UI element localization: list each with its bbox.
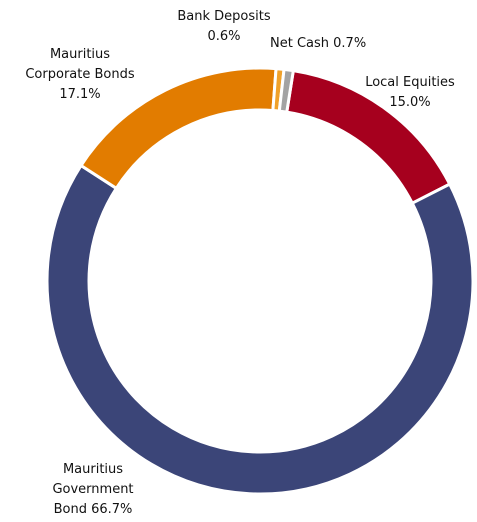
value-label: 15.0% xyxy=(389,95,431,110)
category-name: Mauritius Government Bond xyxy=(52,462,134,517)
value-label: 0.6% xyxy=(207,29,241,44)
slice-label: Bank Deposits 0.6% xyxy=(164,7,284,47)
category-name: Local Equities xyxy=(365,75,455,90)
slice-label: Net Cash 0.7% xyxy=(270,34,400,54)
value-label: 17.1% xyxy=(59,87,101,102)
value-label: 66.7% xyxy=(91,502,133,517)
slice-label: Mauritius Government Bond 66.7% xyxy=(45,460,141,520)
donut-segment xyxy=(45,163,475,496)
category-name: Net Cash xyxy=(270,36,330,51)
slice-label: Mauritius Corporate Bonds 17.1% xyxy=(20,45,140,105)
slice-label: Local Equities 15.0% xyxy=(350,73,470,113)
donut-segment xyxy=(277,67,296,114)
value-label: 0.7% xyxy=(333,36,367,51)
category-name: Mauritius Corporate Bonds xyxy=(25,47,135,82)
category-name: Bank Deposits xyxy=(177,9,271,24)
